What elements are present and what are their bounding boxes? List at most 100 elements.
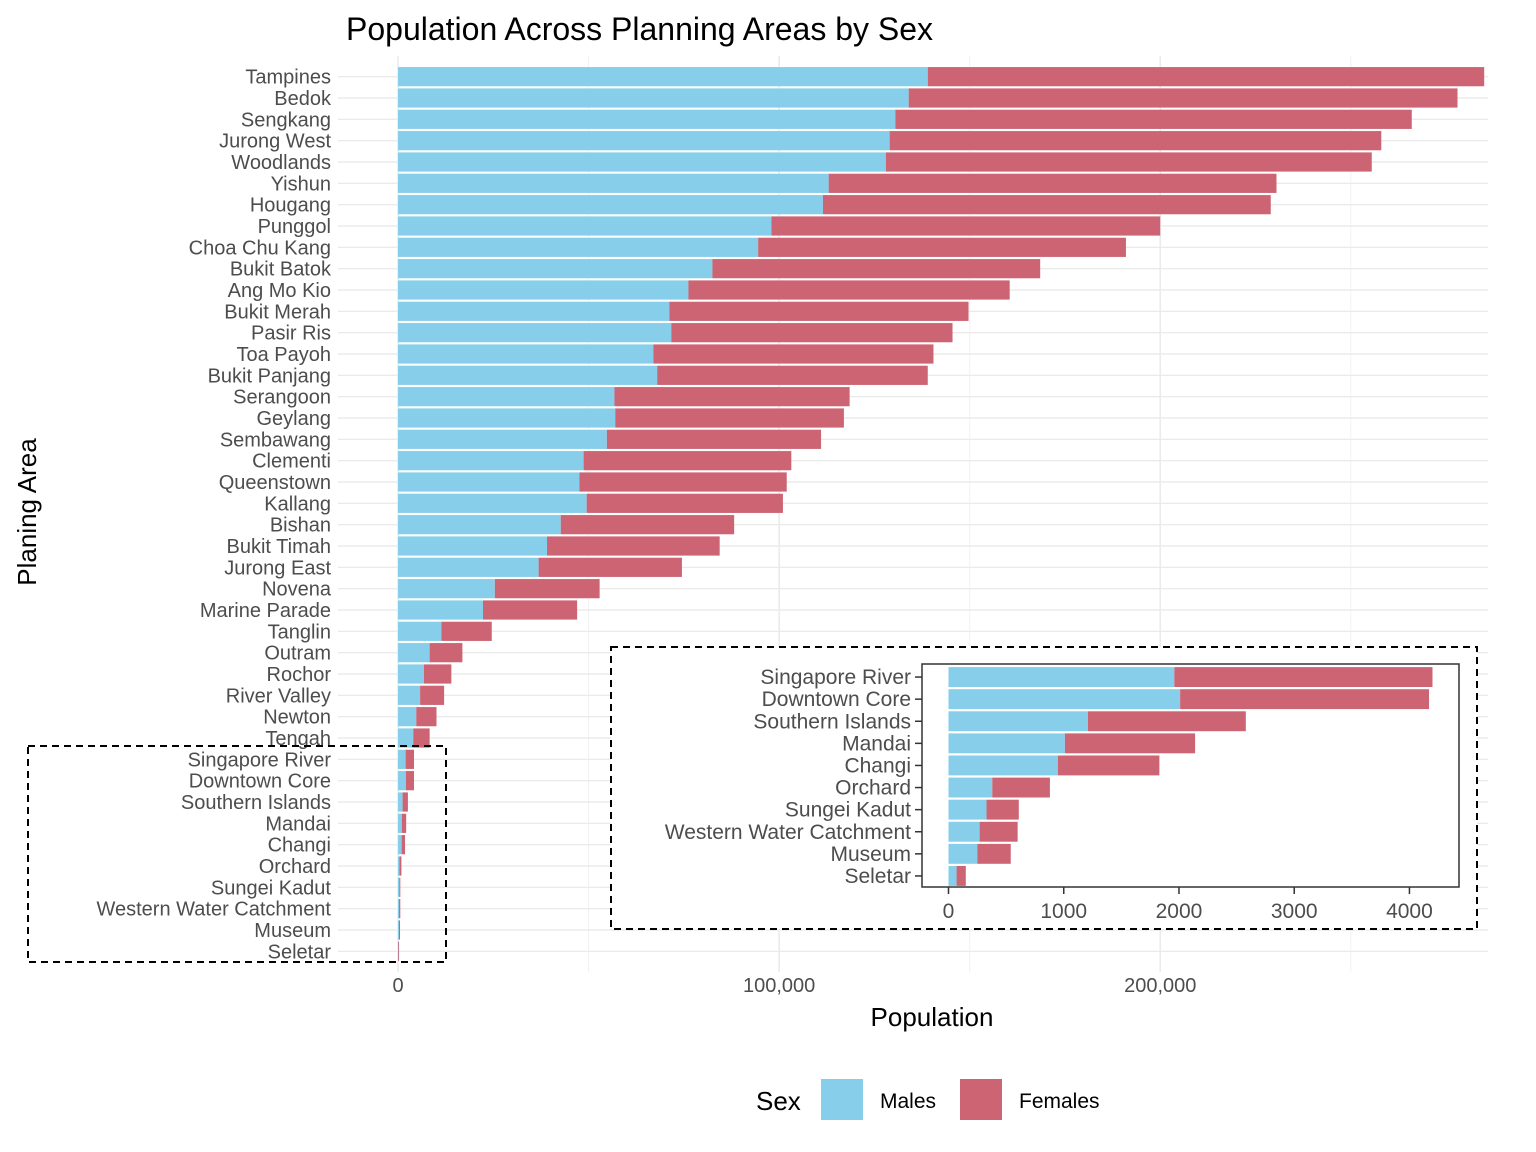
bar-marine-parade-females [482, 600, 578, 620]
y-tick-label: Mandai [265, 813, 331, 835]
inset-bar-southern-islands-females [1087, 711, 1246, 732]
inset-bar-sungei-kadut-males [948, 799, 987, 820]
inset-bar-singapore-river-females [1174, 667, 1433, 687]
bar-museum-females [398, 920, 401, 940]
y-tick-label: Sungei Kadut [211, 877, 332, 899]
y-tick-label: Bukit Merah [224, 301, 331, 323]
legend-swatch-males [821, 1079, 863, 1120]
bar-yishun-females [828, 173, 1277, 193]
inset-bar-western-water-catchment-females [979, 821, 1018, 842]
y-tick-label: Yishun [271, 173, 331, 195]
bar-newton-males [398, 707, 417, 727]
inset-panel-border [921, 663, 1460, 888]
inset-bar-downtown-core-females [1180, 689, 1430, 710]
y-tick-label: Singapore River [188, 749, 332, 771]
y-tick-label: Jurong West [219, 131, 331, 153]
y-tick-label: Rochor [267, 664, 332, 686]
bar-choa-chu-kang-males [398, 237, 759, 257]
bar-rochor-males [398, 664, 424, 684]
bar-ang-mo-kio-females [688, 280, 1010, 300]
inset-bars [948, 667, 1433, 886]
y-axis-title: Planing Area [12, 438, 42, 586]
main-x-tick-labels: 0 100,000 200,000 [392, 975, 1196, 997]
bar-pasir-ris-females [671, 323, 953, 343]
chart-title: Population Across Planning Areas by Sex [346, 11, 933, 47]
x-tick-label: 200,000 [1124, 975, 1196, 997]
bar-bukit-merah-males [398, 301, 670, 321]
bar-kallang-males [398, 493, 587, 513]
bar-jurong-west-males [398, 131, 890, 151]
inset-y-tick-label: Downtown Core [762, 688, 911, 711]
main-bars [398, 67, 1485, 961]
y-tick-label: Toa Payoh [236, 344, 331, 366]
bar-mandai-males [398, 813, 402, 833]
y-tick-label: Bukit Timah [227, 536, 331, 558]
y-tick-label: Sembawang [220, 429, 331, 451]
bar-southern-islands-males [398, 792, 403, 812]
bar-queenstown-males [398, 472, 580, 492]
inset-bar-southern-islands-males [948, 711, 1088, 732]
bar-novena-males [398, 579, 495, 599]
bar-tampines-males [398, 67, 928, 87]
bar-changi-males [398, 835, 402, 855]
inset-x-tick-label: 4000 [1386, 900, 1433, 923]
inset-bar-sungei-kadut-females [986, 799, 1019, 820]
y-tick-label: Outram [264, 643, 331, 665]
y-tick-label: Changi [268, 835, 331, 857]
bar-bukit-merah-females [669, 301, 969, 321]
bar-woodlands-females [885, 152, 1372, 172]
inset-y-tick-label: Sungei Kadut [785, 799, 911, 822]
y-tick-label: Jurong East [224, 557, 331, 579]
inset-bar-mandai-males [948, 733, 1065, 754]
bar-geylang-males [398, 408, 616, 428]
bar-sembawang-males [398, 429, 607, 449]
inset-y-tick-label: Changi [844, 754, 911, 777]
y-tick-label: Museum [254, 920, 331, 942]
y-tick-label: Tengah [265, 728, 331, 750]
inset-x-tick-label: 2000 [1156, 900, 1203, 923]
bar-orchard-females [399, 856, 402, 876]
bar-ang-mo-kio-males [398, 280, 689, 300]
inset-bar-seletar-males [948, 866, 957, 886]
bar-punggol-females [771, 216, 1161, 236]
bar-outram-females [429, 643, 463, 663]
bar-seletar-females [398, 941, 400, 961]
inset-y-tick-label: Singapore River [760, 666, 911, 689]
bar-sungei-kadut-females [399, 877, 401, 897]
y-tick-label: Novena [262, 579, 332, 601]
inset-bar-museum-females [977, 843, 1011, 864]
bar-hougang-males [398, 195, 823, 215]
y-tick-label: Seletar [268, 941, 332, 963]
bar-orchard-males [398, 856, 400, 876]
legend: Sex Males Females [756, 1079, 1100, 1120]
y-tick-label: Pasir Ris [251, 323, 331, 345]
bar-downtown-core-males [398, 771, 406, 791]
legend-label-females: Females [1019, 1090, 1100, 1113]
bar-bedok-females [908, 88, 1458, 108]
bar-bukit-panjang-females [657, 365, 928, 385]
y-tick-label: Marine Parade [200, 600, 331, 622]
bar-woodlands-males [398, 152, 886, 172]
bar-changi-females [401, 835, 406, 855]
bar-marine-parade-males [398, 600, 483, 620]
inset-y-tick-label: Mandai [842, 732, 911, 755]
highlight-box-small-areas [27, 745, 447, 963]
y-tick-label: Ang Mo Kio [228, 280, 331, 302]
inset-bar-changi-females [1057, 755, 1160, 776]
y-tick-label: Tanglin [268, 621, 331, 643]
inset-y-tick-label: Orchard [835, 777, 911, 800]
bar-sembawang-females [606, 429, 822, 449]
bar-bishan-males [398, 515, 561, 535]
bar-tampines-females [927, 67, 1485, 87]
bar-choa-chu-kang-females [758, 237, 1126, 257]
y-tick-label: Downtown Core [189, 771, 331, 793]
x-tick-label: 0 [392, 975, 403, 997]
y-tick-label: Serangoon [233, 387, 331, 409]
bar-clementi-males [398, 451, 584, 471]
inset-bar-singapore-river-males [948, 667, 1175, 687]
y-tick-label: Western Water Catchment [96, 899, 331, 921]
bar-mandai-females [401, 813, 407, 833]
